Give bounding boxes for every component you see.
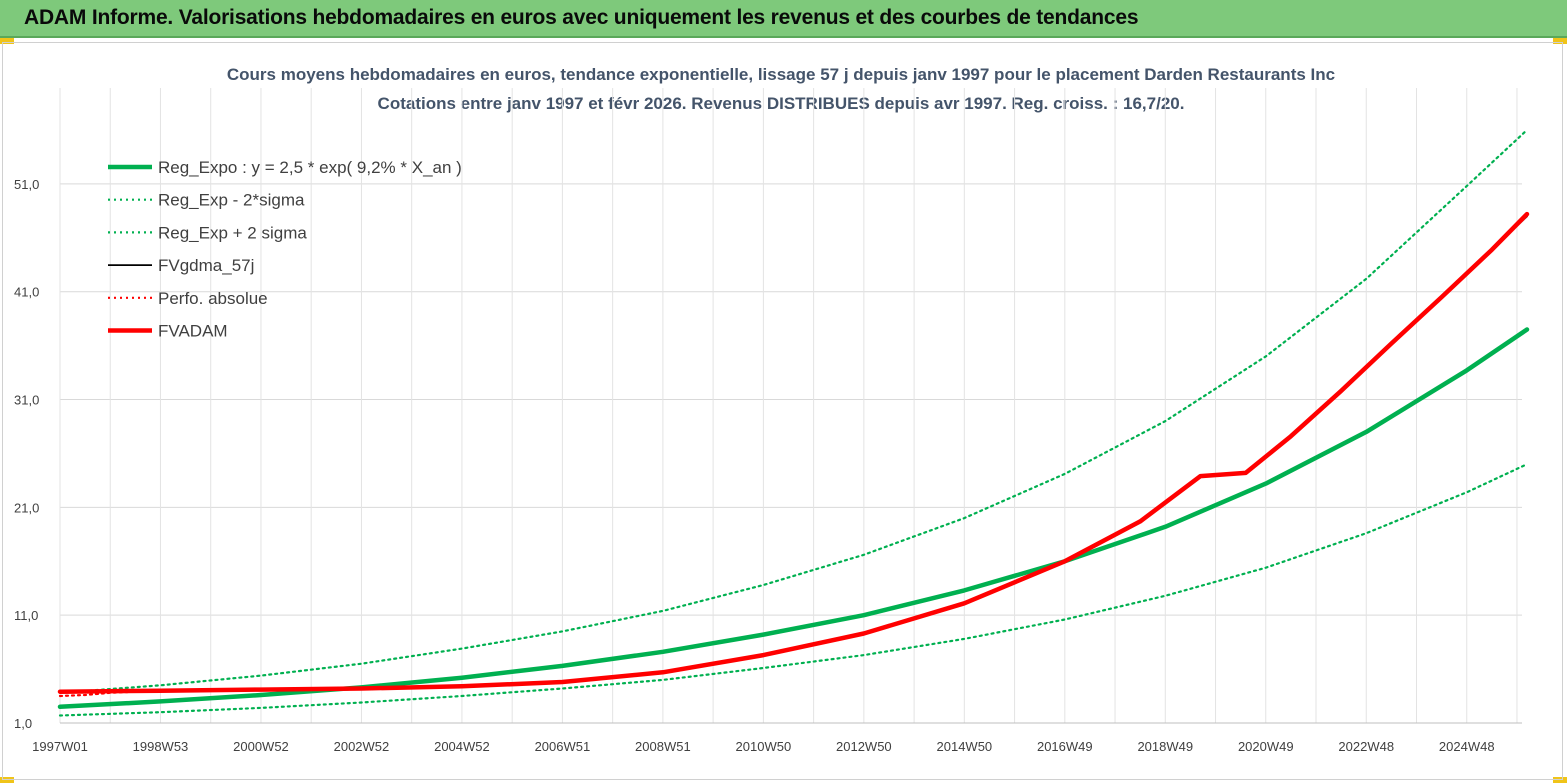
x-tick-label: 2004W52 — [434, 739, 490, 754]
chart-title-line-1: Cours moyens hebdomadaires en euros, ten… — [227, 65, 1335, 84]
x-tick-label: 2018W49 — [1137, 739, 1193, 754]
x-tick-label: 2024W48 — [1439, 739, 1495, 754]
x-tick-label: 2012W50 — [836, 739, 892, 754]
legend-label: Reg_Exp + 2 sigma — [158, 223, 307, 242]
y-tick-label: 41,0 — [14, 285, 39, 300]
series-line-5 — [57, 211, 1530, 694]
series-lines — [57, 128, 1530, 717]
y-axis-ticks: 1,0 11,0 21,0 31,0 41,0 51,0 — [14, 177, 39, 731]
x-tick-label: 2008W51 — [635, 739, 691, 754]
legend-label: Perfo. absolue — [158, 289, 268, 308]
x-tick-label: 2022W48 — [1338, 739, 1394, 754]
x-tick-label: 2010W50 — [736, 739, 792, 754]
y-tick-label: 31,0 — [14, 393, 39, 408]
x-tick-label: 1997W01 — [32, 739, 88, 754]
x-tick-label: 2020W49 — [1238, 739, 1294, 754]
y-tick-label: 11,0 — [14, 608, 38, 623]
y-tick-label: 1,0 — [14, 716, 32, 731]
corner-mark-bottom-right — [1553, 777, 1567, 783]
series-line-3 — [59, 215, 1528, 693]
chart-title-line-2: Cotations entre janv 1997 et févr 2026. … — [378, 94, 1185, 113]
grid-lines — [59, 88, 1522, 724]
legend-label: Reg_Expo : y = 2,5 * exp( 9,2% * X_an ) — [158, 158, 462, 177]
y-tick-label: 21,0 — [14, 500, 39, 515]
x-tick-label: 2016W49 — [1037, 739, 1093, 754]
y-tick-label: 51,0 — [14, 177, 39, 192]
report-header: ADAM Informe. Valorisations hebdomadaire… — [0, 0, 1567, 38]
x-tick-label: 2002W52 — [334, 739, 390, 754]
legend-label: FVADAM — [158, 322, 228, 341]
corner-mark-top-left — [0, 38, 14, 44]
report-title: ADAM Informe. Valorisations hebdomadaire… — [24, 6, 1139, 29]
corner-mark-top-right — [1553, 38, 1567, 44]
x-tick-label: 2000W52 — [233, 739, 289, 754]
x-tick-label: 2006W51 — [535, 739, 591, 754]
x-axis-ticks: 1997W01 1998W53 2000W52 2002W52 2004W52 2006W… — [32, 739, 1494, 754]
chart-frame — [2, 42, 1563, 780]
series-line-1 — [58, 463, 1529, 717]
legend-label: FVgdma_57j — [158, 256, 254, 275]
series-line-2 — [58, 128, 1529, 694]
legend: Reg_Expo : y = 2,5 * exp( 9,2% * X_an ) R… — [108, 158, 462, 341]
legend-label: Reg_Exp - 2*sigma — [158, 191, 305, 210]
corner-mark-bottom-left — [0, 777, 14, 783]
x-tick-label: 2014W50 — [937, 739, 993, 754]
x-tick-label: 1998W53 — [133, 739, 189, 754]
series-line-4 — [58, 213, 1529, 698]
